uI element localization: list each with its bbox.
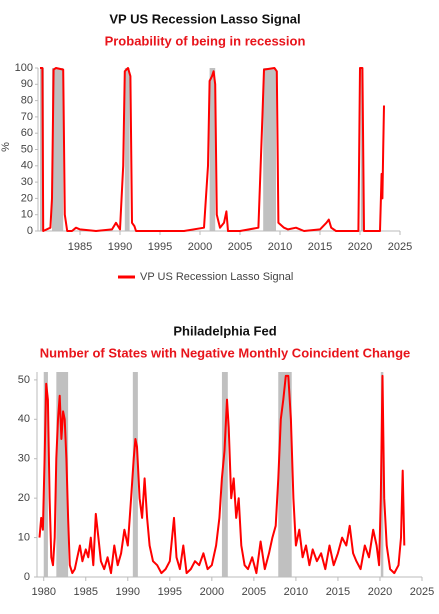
x-tick-label: 2020 bbox=[368, 586, 392, 598]
x-tick-label: 2010 bbox=[284, 586, 308, 598]
x-tick-label: 2000 bbox=[200, 586, 224, 598]
recession-band bbox=[56, 372, 69, 577]
y-tick-label: 70 bbox=[21, 111, 33, 123]
chart-title: VP US Recession Lasso Signal bbox=[109, 11, 300, 26]
y-tick-label: 50 bbox=[18, 374, 30, 386]
y-tick-label: 20 bbox=[21, 192, 33, 204]
y-tick-label: 80 bbox=[21, 95, 33, 107]
recession-band bbox=[221, 372, 228, 577]
data-line bbox=[38, 374, 406, 575]
x-tick-label: 1990 bbox=[116, 586, 140, 598]
y-tick-label: 100 bbox=[15, 62, 33, 74]
x-tick-label: 2025 bbox=[388, 241, 412, 253]
y-tick-label: 40 bbox=[18, 413, 30, 425]
x-tick-label: 2005 bbox=[242, 586, 266, 598]
recession-band bbox=[263, 68, 276, 231]
x-tick-label: 1985 bbox=[68, 241, 92, 253]
x-tick-label: 1995 bbox=[158, 586, 182, 598]
y-tick-label: 0 bbox=[24, 571, 30, 583]
x-tick-label: 2015 bbox=[326, 586, 350, 598]
y-tick-label: 10 bbox=[18, 531, 30, 543]
x-tick-label: 2020 bbox=[348, 241, 372, 253]
x-tick-label: 2000 bbox=[188, 241, 212, 253]
x-tick-label: 1980 bbox=[31, 586, 55, 598]
x-tick-label: 2005 bbox=[228, 241, 252, 253]
recession-band bbox=[209, 68, 216, 231]
recession-band bbox=[43, 372, 48, 577]
legend-label: VP US Recession Lasso Signal bbox=[140, 271, 293, 283]
y-tick-label: 60 bbox=[21, 127, 33, 139]
recession-band bbox=[360, 68, 364, 231]
recession-band bbox=[124, 68, 130, 231]
recession-band bbox=[132, 372, 138, 577]
y-tick-label: 0 bbox=[27, 225, 33, 237]
y-axis-label: % bbox=[0, 142, 12, 152]
chart-subtitle: Number of States with Negative Monthly C… bbox=[40, 345, 411, 360]
y-tick-label: 30 bbox=[21, 176, 33, 188]
y-tick-label: 50 bbox=[21, 143, 33, 155]
x-tick-label: 1985 bbox=[74, 586, 98, 598]
x-tick-label: 2010 bbox=[268, 241, 292, 253]
y-tick-label: 90 bbox=[21, 78, 33, 90]
chart-subtitle: Probability of being in recession bbox=[105, 33, 306, 48]
x-tick-label: 2015 bbox=[308, 241, 332, 253]
chart-title: Philadelphia Fed bbox=[173, 323, 276, 338]
recession-band bbox=[52, 68, 64, 231]
x-tick-label: 1995 bbox=[148, 241, 172, 253]
x-tick-label: 1990 bbox=[108, 241, 132, 253]
x-tick-label: 2025 bbox=[410, 586, 434, 598]
y-tick-label: 30 bbox=[18, 453, 30, 465]
data-line bbox=[40, 67, 385, 232]
y-tick-label: 20 bbox=[18, 492, 30, 504]
y-tick-label: 10 bbox=[21, 209, 33, 221]
y-tick-label: 40 bbox=[21, 160, 33, 172]
